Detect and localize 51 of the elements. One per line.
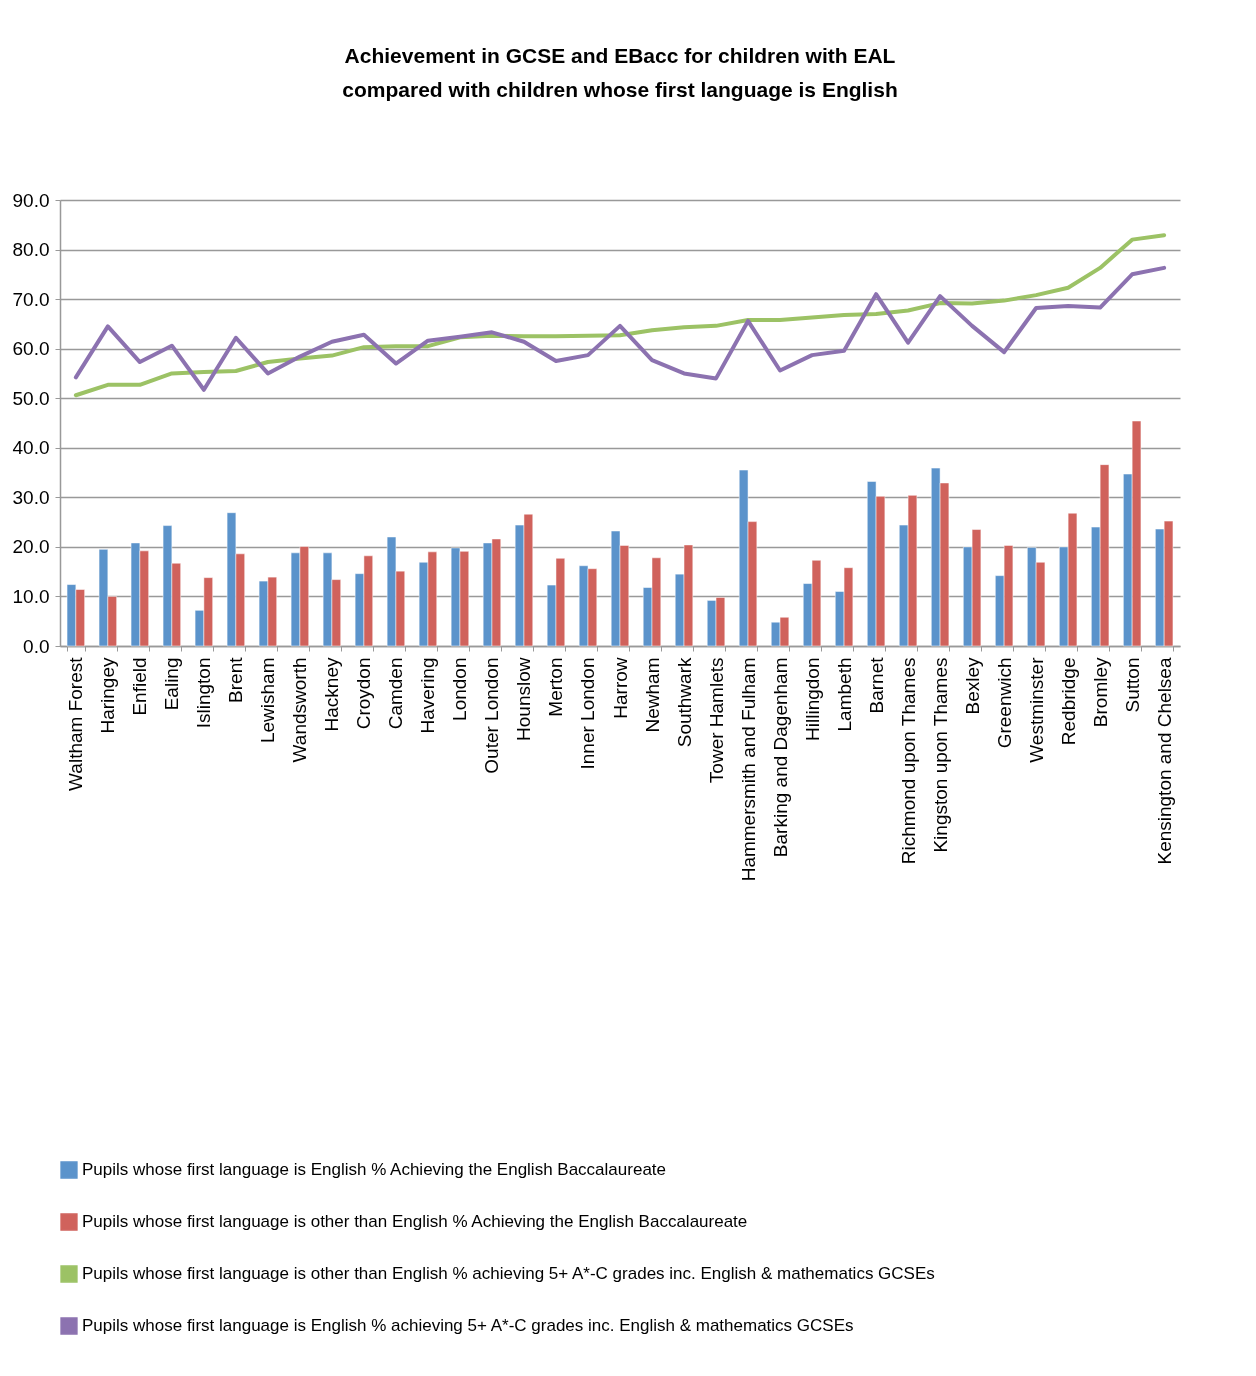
- x-tick-label: Richmond upon Thames: [897, 657, 919, 865]
- y-tick-label: 40.0: [12, 437, 50, 459]
- legend-label: Pupils whose first language is English % achieving 5+ A*-C grades inc. English & mathematics GCSEs: [82, 1316, 854, 1335]
- legend-label: Pupils whose first language is other than English % Achieving the English Baccalaureate: [82, 1212, 748, 1231]
- x-tick-label: Westminster: [1025, 656, 1047, 763]
- x-tick-label: Redbridge: [1057, 657, 1079, 746]
- x-tick-label: Croydon: [353, 657, 375, 730]
- y-tick-label: 0.0: [23, 635, 50, 657]
- x-tick-label: Lambeth: [833, 657, 855, 732]
- x-tick-label: London: [449, 657, 471, 721]
- x-tick-label: Barnet: [865, 656, 887, 714]
- x-tick-label: Greenwich: [993, 657, 1015, 749]
- legend-label: Pupils whose first language is other than English % achieving 5+ A*-C grades inc. English & mathematics GCSEs: [82, 1264, 935, 1283]
- y-tick-label: 30.0: [12, 486, 50, 508]
- y-tick-label: 20.0: [12, 536, 50, 558]
- x-tick-label: Outer London: [481, 657, 503, 774]
- y-tick-label: 90.0: [12, 189, 50, 211]
- x-tick-label: Lewisham: [257, 657, 279, 744]
- x-tick-label: Islington: [193, 657, 215, 729]
- x-tick-label: Kingston upon Thames: [929, 657, 951, 853]
- x-tick-label: Haringey: [97, 657, 119, 734]
- x-tick-label: Hackney: [321, 657, 343, 732]
- x-tick-label: Bromley: [1089, 657, 1111, 728]
- x-tick-label: Barking and Dagenham: [769, 657, 791, 858]
- y-tick-label: 60.0: [12, 338, 50, 360]
- x-tick-label: Hounslow: [513, 657, 535, 741]
- x-tick-label: Waltham Forest: [65, 656, 87, 791]
- y-tick-label: 70.0: [12, 288, 50, 310]
- chart-title: Achievement in GCSE and EBacc for children with EAL compared with children whose first language is English: [342, 44, 898, 101]
- y-tick-label: 80.0: [12, 239, 50, 261]
- x-tick-label: Kensington and Chelsea: [1153, 657, 1175, 865]
- x-tick-label: Hammersmith and Fulham: [737, 657, 759, 882]
- x-tick-label: Merton: [545, 657, 567, 717]
- x-tick-label: Enfield: [129, 657, 151, 716]
- x-tick-label: Southwark: [673, 657, 695, 748]
- y-tick-label: 50.0: [12, 387, 50, 409]
- x-tick-label: Inner London: [577, 657, 599, 770]
- line-series: [73, 265, 1167, 392]
- legend-label: Pupils whose first language is English % Achieving the English Baccalaureate: [82, 1160, 667, 1179]
- x-tick-label: Tower Hamlets: [705, 657, 727, 784]
- x-tick-label: Bexley: [961, 657, 983, 715]
- x-tick-label: Newham: [641, 657, 663, 733]
- x-tick-label: Havering: [417, 657, 439, 734]
- x-tick-label: Ealing: [161, 657, 183, 711]
- x-tick-label: Hillingdon: [801, 657, 823, 741]
- x-tick-label: Camden: [385, 657, 407, 730]
- x-tick-label: Wandsworth: [289, 657, 311, 763]
- x-tick-label: Harrow: [609, 657, 631, 719]
- x-tick-label: Sutton: [1121, 657, 1143, 713]
- y-tick-label: 10.0: [12, 585, 50, 607]
- x-tick-label: Brent: [225, 656, 247, 703]
